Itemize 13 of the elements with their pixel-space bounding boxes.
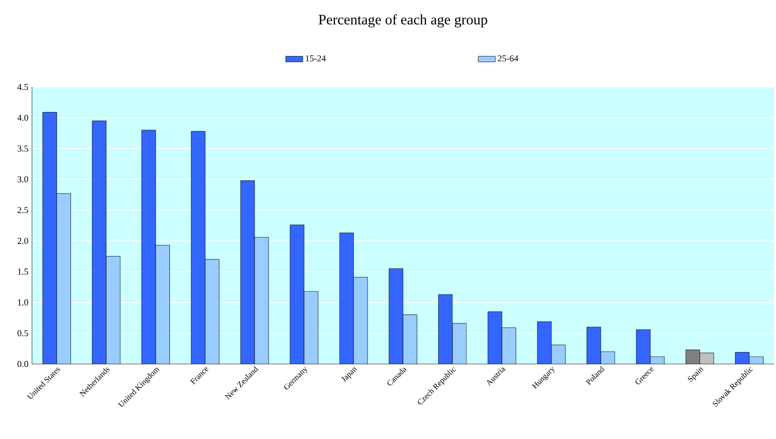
y-tick-label: 1.5	[18, 268, 28, 275]
y-tick-label: 0.0	[18, 360, 28, 368]
y-tick-label: 2.5	[18, 207, 28, 214]
y-tick-label: 2.0	[18, 238, 28, 244]
legend-label: 25-64	[498, 55, 518, 62]
chart-title: Percentage of each age group	[318, 14, 488, 28]
y-tick-label: 3.0	[18, 176, 28, 182]
y-tick-label: 3.5	[18, 146, 28, 152]
y-tick-label: 1.0	[18, 299, 28, 306]
legend-label: 15-24	[306, 55, 326, 62]
y-tick-label: 4.0	[17, 114, 28, 121]
y-tick-label: 4.5	[17, 84, 28, 90]
y-tick-label: 0.5	[18, 330, 28, 336]
